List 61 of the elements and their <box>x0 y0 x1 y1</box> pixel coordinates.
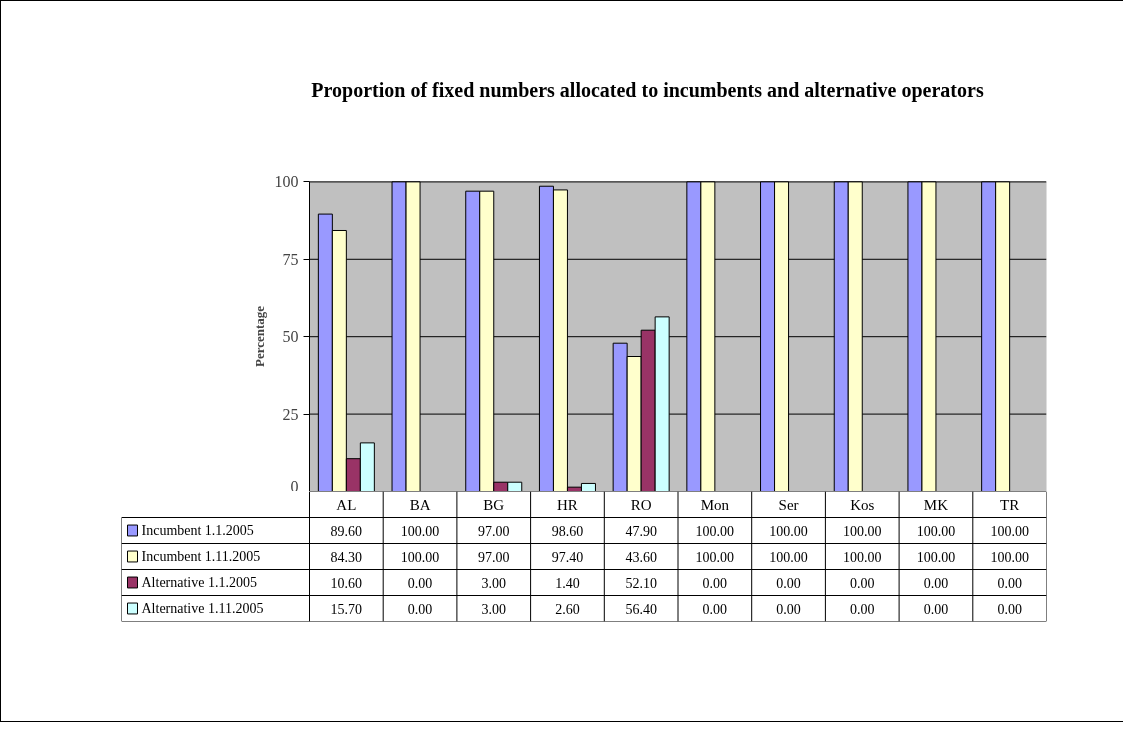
legend-label: Alternative 1.1.2005 <box>141 575 257 590</box>
data-label: 0.00 <box>702 575 728 591</box>
data-label: 1.40 <box>555 575 580 591</box>
x-tick-label: TR <box>1000 496 1020 513</box>
data-label: 15.70 <box>330 601 363 617</box>
data-label: 0.00 <box>997 601 1022 617</box>
data-label: 0.00 <box>923 575 949 591</box>
y-axis-title: Percentage <box>251 305 267 368</box>
legend-label: Incumbent 1.11.2005 <box>141 549 261 564</box>
data-label: 84.30 <box>330 549 363 565</box>
data-label: 100.00 <box>843 523 882 539</box>
data-label: 47.90 <box>625 523 657 539</box>
data-label: 100.00 <box>695 549 735 565</box>
data-label: 100.00 <box>916 549 956 565</box>
data-label: 3.00 <box>481 601 506 617</box>
x-tick-label: HR <box>557 496 578 513</box>
data-label: 0.00 <box>776 575 801 591</box>
y-tick-label: 25 <box>282 405 299 423</box>
legend-label: Incumbent 1.1.2005 <box>141 523 254 538</box>
data-label: 100.00 <box>769 549 808 565</box>
data-label: 89.60 <box>330 523 363 539</box>
data-label: 0.00 <box>407 601 433 617</box>
data-label: 3.00 <box>481 575 506 591</box>
y-tick-label: 100 <box>274 173 299 191</box>
data-label: 0.00 <box>850 601 875 617</box>
data-label: 0.00 <box>923 601 949 617</box>
x-tick-label: AL <box>336 496 357 513</box>
data-label: 52.10 <box>625 575 657 591</box>
data-label: 0.00 <box>850 575 875 591</box>
data-label: 97.40 <box>551 549 584 565</box>
y-tick-label: 75 <box>282 250 299 268</box>
data-label: 43.60 <box>625 549 657 565</box>
x-tick-label: Ser <box>778 496 799 513</box>
x-tick-label: MK <box>923 496 949 513</box>
y-tick-label: 0 <box>290 477 299 495</box>
data-label: 0.00 <box>997 575 1022 591</box>
x-tick-label: Mon <box>700 496 730 513</box>
x-tick-label: BA <box>409 496 431 513</box>
data-label: 100.00 <box>916 523 956 539</box>
data-label: 98.60 <box>551 523 584 539</box>
data-label: 100.00 <box>400 549 440 565</box>
data-label: 0.00 <box>776 601 801 617</box>
data-label: 100.00 <box>400 523 440 539</box>
data-label: 10.60 <box>330 575 363 591</box>
data-label: 2.60 <box>555 601 580 617</box>
x-tick-label: Kos <box>850 496 875 513</box>
data-label: 97.00 <box>478 549 510 565</box>
data-label: 100.00 <box>843 549 882 565</box>
data-label: 100.00 <box>695 523 735 539</box>
data-label: 56.40 <box>625 601 657 617</box>
legend-label: Alternative 1.11.2005 <box>141 601 264 616</box>
data-label: 100.00 <box>990 523 1029 539</box>
data-label: 100.00 <box>769 523 808 539</box>
y-tick-label: 50 <box>282 328 299 346</box>
data-label: 100.00 <box>990 549 1029 565</box>
data-label: 0.00 <box>702 601 728 617</box>
data-label: 97.00 <box>478 523 510 539</box>
data-label: 0.00 <box>407 575 433 591</box>
x-tick-label: RO <box>630 496 652 513</box>
chart-title: Proportion of fixed numbers allocated to incumbents and alternative operators <box>311 78 984 104</box>
x-tick-label: BG <box>483 496 505 513</box>
